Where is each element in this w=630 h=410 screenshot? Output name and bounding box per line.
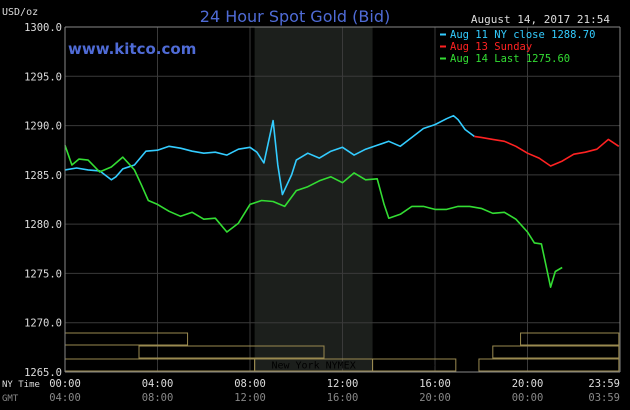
session-box	[478, 358, 620, 372]
session-box	[492, 345, 620, 359]
session-label: New York Globex	[115, 361, 205, 372]
x-tick-label-gmt: 03:59	[588, 392, 620, 404]
x-tick-label-ny: 04:00	[142, 378, 174, 390]
session-label: Sydney	[538, 348, 574, 359]
x-tick-label-ny: 20:00	[512, 378, 544, 390]
session-label: Hong Kong	[543, 335, 597, 346]
watermark-url[interactable]: www.kitco.com	[68, 40, 196, 58]
session-label: NY Globex	[387, 361, 441, 372]
axes: 1265.0 1270.0 1275.0 1280.0 1285.0 1290.0 1295…	[24, 22, 621, 404]
series-layer	[64, 114, 620, 289]
y-tick-label: 1270.0	[24, 318, 62, 330]
y-tick-label: 1280.0	[24, 219, 62, 231]
x-tick-label-gmt: 16:00	[327, 392, 359, 404]
x-tick-label-ny: 23:59	[588, 378, 620, 390]
x-tick-label-ny: 12:00	[327, 378, 359, 390]
x-tick-label-ny: 16:00	[419, 378, 451, 390]
ny-time-label: NY Time	[2, 380, 40, 390]
x-tick-label-gmt: 20:00	[419, 392, 451, 404]
nymex-band	[254, 27, 373, 372]
session-label: London	[213, 348, 249, 359]
session-box	[372, 358, 457, 372]
session-label: New York NYMEX	[271, 361, 355, 372]
legend-entry: Aug 11 NY close 1288.70	[450, 29, 595, 41]
y-tick-label: 1290.0	[24, 121, 62, 133]
series-line-1	[64, 114, 475, 196]
market-sessions: Hong Kong Hong Kong London Sydney New York G…	[64, 332, 620, 372]
series-line-3	[64, 145, 563, 289]
legend-entry: Aug 13 Sunday	[450, 41, 532, 53]
y-tick-label: 1300.0	[24, 22, 62, 34]
x-tick-label-ny: 00:00	[49, 378, 81, 390]
series-line-2	[474, 135, 620, 167]
y-tick-label: 1265.0	[24, 367, 62, 379]
y-unit-label: USD/oz	[2, 7, 38, 18]
session-box	[138, 345, 325, 359]
x-tick-label-gmt: 04:00	[49, 392, 81, 404]
y-tick-label: 1275.0	[24, 268, 62, 280]
y-tick-label: 1285.0	[24, 170, 62, 182]
x-tick-label-ny: 08:00	[234, 378, 266, 390]
session-label: New York Globex	[504, 361, 594, 372]
gmt-label: GMT	[2, 394, 19, 404]
x-tick-label-gmt: 12:00	[234, 392, 266, 404]
x-tick-label-gmt: 08:00	[142, 392, 174, 404]
session-box	[520, 332, 620, 346]
chart-title: 24 Hour Spot Gold (Bid)	[200, 7, 390, 26]
legend-entry: Aug 14 Last 1275.60	[450, 53, 570, 65]
x-tick-label-gmt: 00:00	[512, 392, 544, 404]
chart-datetime: August 14, 2017 21:54	[471, 13, 610, 26]
session-label: Hong Kong	[99, 335, 153, 346]
nymex-shaded-region	[254, 27, 373, 372]
y-tick-label: 1295.0	[24, 71, 62, 83]
